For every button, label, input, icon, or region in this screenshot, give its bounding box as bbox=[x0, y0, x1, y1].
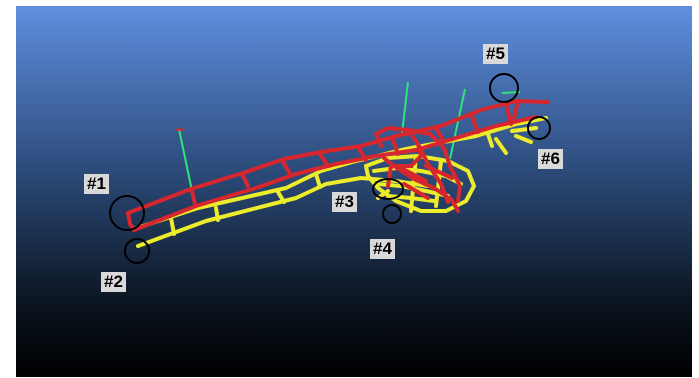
red-frame bbox=[126, 99, 550, 232]
marker-label-2: #2 bbox=[101, 272, 126, 292]
normal-vector bbox=[449, 88, 466, 160]
marker-circle-5 bbox=[489, 73, 519, 103]
normal-vector bbox=[401, 81, 409, 135]
viewport-background bbox=[16, 6, 692, 377]
marker-label-3: #3 bbox=[332, 192, 357, 212]
marker-circles bbox=[109, 73, 551, 264]
marker-label-4: #4 bbox=[370, 239, 395, 259]
marker-label-1: #1 bbox=[84, 174, 109, 194]
marker-label-5: #5 bbox=[483, 44, 508, 64]
marker-circle-2 bbox=[124, 238, 150, 264]
marker-label-6: #6 bbox=[538, 149, 563, 169]
marker-circle-4 bbox=[382, 204, 402, 224]
marker-circle-1 bbox=[109, 195, 145, 231]
marker-circle-6 bbox=[527, 116, 551, 140]
3d-viewport[interactable]: #1 #2 #3 #4 #5 #6 bbox=[16, 6, 692, 377]
frame-model-view bbox=[16, 6, 692, 377]
marker-circle-3 bbox=[372, 178, 404, 200]
